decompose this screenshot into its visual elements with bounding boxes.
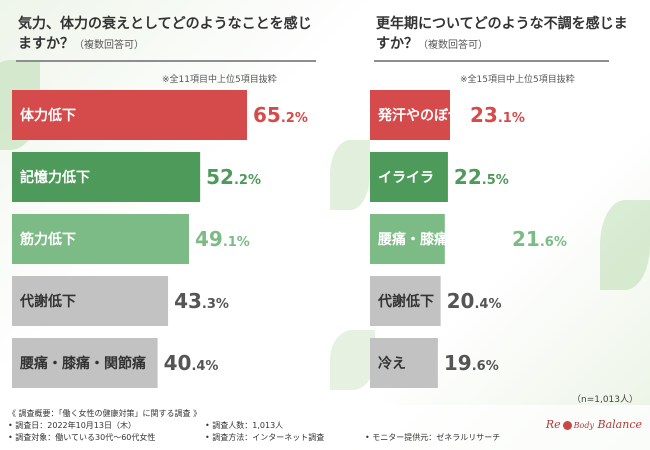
survey-count: • 調査人数：1,013人: [205, 421, 284, 430]
survey-overview: 《 調査概要：「働く女性の健康対策」に関する調査 》: [8, 409, 202, 418]
logo-text-re: Re: [545, 418, 561, 431]
survey-date: • 調査日：2022年10月13日（木）: [8, 421, 136, 430]
bar: [12, 338, 158, 388]
logo-text-balance: Balance: [597, 418, 642, 431]
value-label: 22.5%: [454, 165, 509, 189]
chart-title-text: 更年期についてどのような不調を感じますか？: [376, 16, 628, 52]
value-label: 49.1%: [195, 227, 250, 251]
leaf-decoration: [330, 330, 375, 390]
bar: [370, 276, 441, 326]
bar: [12, 152, 201, 202]
category-label: 記憶力低下: [20, 169, 90, 186]
brand-logo: Re Body Balance: [546, 418, 642, 431]
value-label: 40.4%: [164, 351, 219, 375]
chart-title-right: 更年期についてどのような不調を感じますか？（複数回答可）: [376, 14, 636, 56]
chart-panel-right: 更年期についてどのような不調を感じますか？（複数回答可） ※全15項目中上位5項…: [370, 0, 640, 400]
survey-target: • 調査対象：働いている30代〜60代女性: [8, 433, 156, 442]
sample-size: （n=1,013人）: [571, 395, 638, 405]
leaf-decoration: [600, 200, 650, 290]
bar: [12, 276, 169, 326]
bar: [370, 214, 445, 264]
leaf-decoration: [330, 140, 370, 210]
chart-title-text: 気力、体力の衰えとしてどのようなことを感じますか？: [18, 16, 312, 52]
value-label: 21.6%: [512, 227, 567, 251]
bar: [370, 152, 448, 202]
value-label: 52.2%: [206, 165, 261, 189]
chart-panel-left: 気力、体力の衰えとしてどのようなことを感じますか？（複数回答可） ※全11項目中…: [12, 0, 322, 400]
chart-title-note: （複数回答可）: [74, 40, 144, 51]
bar: [12, 90, 247, 140]
category-label: 体力低下: [20, 107, 76, 124]
category-label: 代謝低下: [377, 293, 434, 310]
logo-text-body: Body: [573, 421, 595, 430]
category-label: 腰痛・膝痛・関節痛: [377, 231, 504, 248]
survey-provider: • モニター提供元：ゼネラルリサーチ: [365, 433, 501, 442]
category-label: 腰痛・膝痛・関節痛: [19, 355, 146, 372]
title-underline: [16, 60, 316, 62]
category-label: 冷え: [378, 355, 406, 372]
bar-chart-left: 体力低下 65.2% 記憶力低下 52.2% 筋力低下 49.1% 代謝低下 43.3% 腰痛・…: [12, 90, 308, 388]
value-label: 43.3%: [174, 289, 229, 313]
logo-dot-icon: [562, 420, 572, 430]
value-label: 65.2%: [253, 103, 308, 127]
category-label: 発汗やのぼせ: [377, 107, 462, 124]
category-label: 代謝低下: [19, 293, 76, 310]
category-label: イライラ: [378, 170, 434, 186]
chart-subnote-right: ※全15項目中上位5項目抜粋: [460, 75, 575, 85]
bar-chart-right: 発汗やのぼせ 23.1% イライラ 22.5% 腰痛・膝痛・関節痛 21.6% 代謝低下 20…: [370, 90, 567, 388]
chart-title-note: （複数回答可）: [418, 40, 488, 51]
category-label: 筋力低下: [20, 231, 76, 248]
chart-title-left: 気力、体力の衰えとしてどのようなことを感じますか？（複数回答可）: [18, 14, 318, 56]
survey-method: • 調査方法：インターネット調査: [205, 433, 325, 442]
chart-subnote-left: ※全11項目中上位5項目抜粋: [162, 75, 277, 85]
bar: [370, 338, 438, 388]
value-label: 19.6%: [444, 351, 499, 375]
bar: [370, 90, 450, 140]
value-label: 20.4%: [447, 289, 502, 313]
bar: [12, 214, 189, 264]
value-label: 23.1%: [470, 103, 525, 127]
title-underline: [374, 60, 609, 62]
survey-footer: 《 調査概要：「働く女性の健康対策」に関する調査 》 • 調査日：2022年10…: [0, 405, 650, 450]
